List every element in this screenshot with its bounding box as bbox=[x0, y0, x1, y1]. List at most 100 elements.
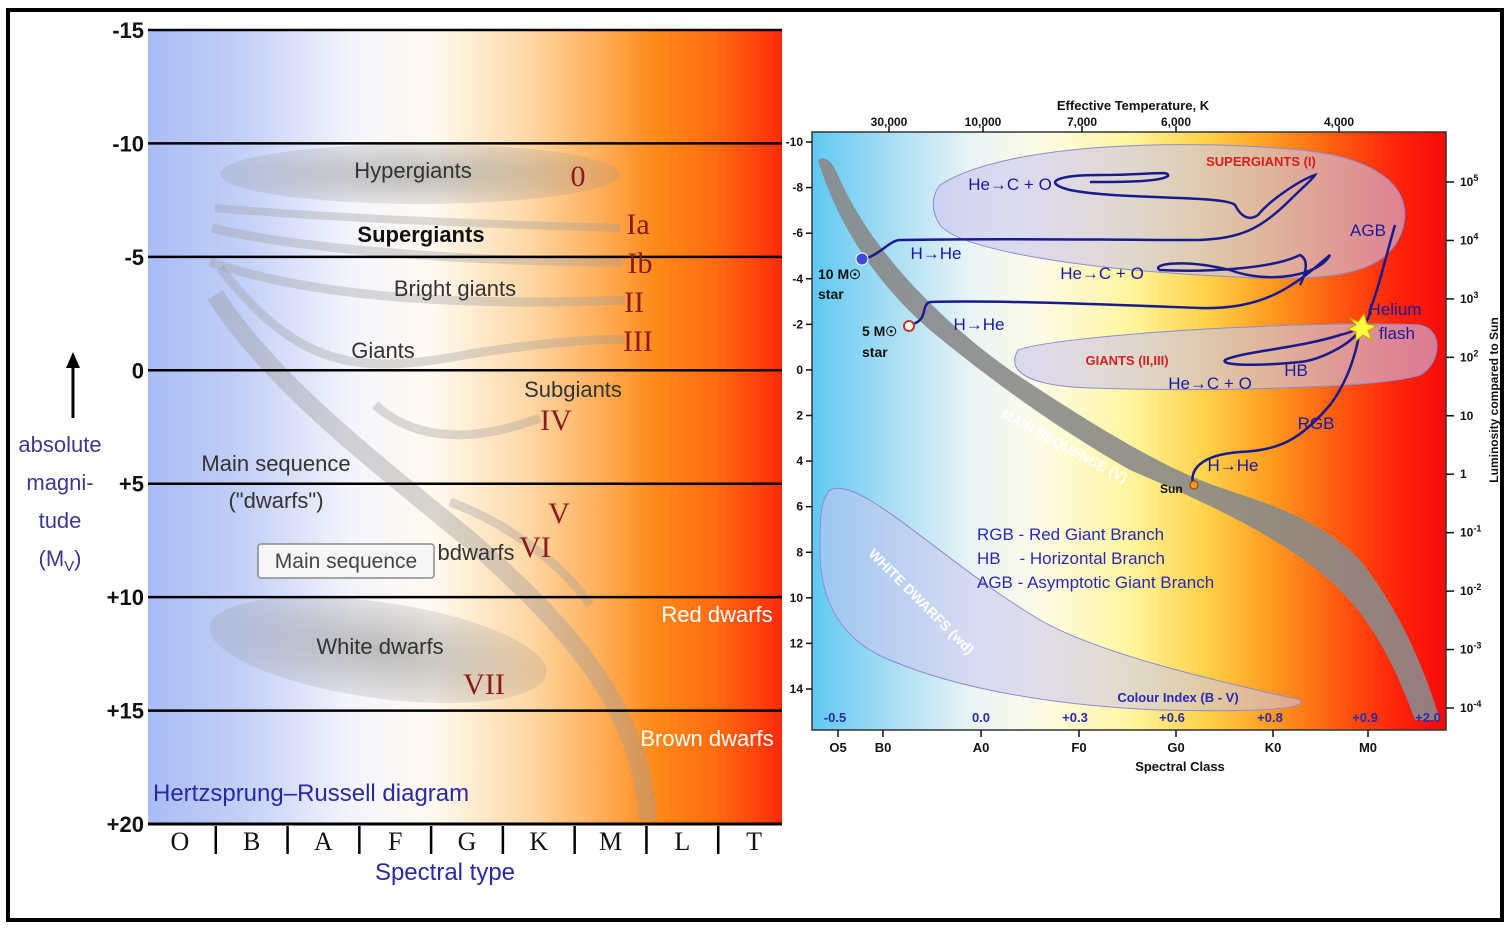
luminosity-tick-label: 10-1 bbox=[1460, 524, 1481, 540]
legend-hb: HB - Horizontal Branch bbox=[977, 549, 1165, 568]
ten-solar-mass-label: 10 M☉ bbox=[818, 266, 861, 282]
spectral-class-label: F0 bbox=[1071, 740, 1086, 755]
right-magnitude-tick-label: 4 bbox=[796, 454, 803, 468]
five-solar-mass-track bbox=[909, 253, 1332, 327]
magnitude-tick-labels: -15 -10 -5 0 +5 +10 +15 +20 bbox=[107, 18, 144, 837]
temperature-ticks: 30,000 10,000 7,000 6,000 4,000 bbox=[871, 115, 1354, 132]
ten-solar-mass-track bbox=[861, 171, 1318, 262]
right-magnitude-tick-label: 6 bbox=[796, 500, 803, 514]
ten-solar-mass-star-marker bbox=[855, 252, 869, 266]
spectral-class-ticks: O5 B0 A0 F0 G0 K0 M0 bbox=[829, 730, 1377, 755]
y-axis-label-symbol: (MV) bbox=[39, 546, 82, 575]
up-arrow-icon bbox=[66, 352, 80, 368]
class-iv-label: IV bbox=[540, 404, 572, 437]
temperature-tick-label: 7,000 bbox=[1067, 115, 1097, 129]
spectral-class-label: B0 bbox=[875, 740, 892, 755]
white-dwarfs-region bbox=[819, 487, 1302, 712]
magnitude-tick-label: -15 bbox=[112, 18, 144, 43]
evolutionary-tracks bbox=[861, 171, 1397, 485]
luminosity-tick-label: 103 bbox=[1460, 290, 1478, 306]
dwarfs-label: ("dwarfs") bbox=[228, 488, 323, 513]
temperature-tick-label: 30,000 bbox=[871, 115, 908, 129]
class-ia-label: Ia bbox=[626, 208, 649, 241]
sun-track bbox=[1191, 224, 1397, 485]
colour-index-title: Colour Index (B - V) bbox=[1117, 690, 1238, 705]
hypergiants-label: Hypergiants bbox=[354, 158, 471, 183]
luminosity-axis-label: Luminosity compared to Sun bbox=[1487, 317, 1501, 482]
giants-label: Giants bbox=[351, 338, 415, 363]
agb-label: AGB bbox=[1350, 221, 1386, 240]
sun-label: Sun bbox=[1160, 482, 1183, 496]
five-solar-mass-label: 5 M☉ bbox=[862, 323, 897, 339]
five-solar-mass-star-word: star bbox=[862, 344, 888, 360]
subgiants-band bbox=[372, 401, 542, 440]
heco-giant-label: He→C + O bbox=[1168, 374, 1252, 393]
legend-agb: AGB - Asymptotic Giant Branch bbox=[977, 573, 1214, 592]
heco-top-label: He→C + O bbox=[968, 175, 1052, 194]
y-axis-label-line-2: magni- bbox=[26, 470, 93, 495]
spectral-class-axis-title: Spectral Class bbox=[1135, 759, 1225, 774]
class-iii-label: III bbox=[623, 325, 653, 358]
right-magnitude-tick-label: 0 bbox=[796, 363, 803, 377]
luminosity-tick-label: 1 bbox=[1460, 467, 1467, 481]
class-v-label: V bbox=[548, 497, 570, 530]
spectral-class-label: G0 bbox=[1167, 740, 1184, 755]
class-ib-label: Ib bbox=[628, 247, 653, 280]
helium-flash-label-line-2: flash bbox=[1379, 324, 1415, 343]
spectral-class-label: K0 bbox=[1265, 740, 1282, 755]
bright-giants-band bbox=[208, 257, 626, 307]
subdwarfs-band bbox=[448, 497, 594, 608]
class-vii-label: VII bbox=[463, 668, 505, 701]
track-labels: He→C + O H→He He→C + O H→He AGB Helium f… bbox=[910, 175, 1421, 475]
five-solar-mass-star-marker bbox=[903, 320, 915, 332]
spectral-type-label: B bbox=[243, 827, 260, 856]
luminosity-tick-label: 105 bbox=[1460, 173, 1478, 189]
hhe-sun-label: H→He bbox=[1207, 456, 1258, 475]
luminosity-tick-label: 10 bbox=[1460, 409, 1474, 423]
magnitude-tick-label: 0 bbox=[132, 358, 144, 383]
spectral-type-label: L bbox=[674, 827, 690, 856]
hhe-10-label: H→He bbox=[910, 244, 961, 263]
giants-region bbox=[1014, 323, 1438, 390]
legend-rgb: RGB - Red Giant Branch bbox=[977, 525, 1164, 544]
hhe-5-label: H→He bbox=[953, 315, 1004, 334]
colour-index-value: +0.3 bbox=[1062, 710, 1088, 725]
spectral-type-label: T bbox=[746, 827, 762, 856]
magnitude-gridlines bbox=[148, 28, 782, 712]
class-vi-label: VI bbox=[519, 531, 551, 564]
supergiants-ib-band bbox=[210, 223, 623, 267]
white-dwarfs-label: White dwarfs bbox=[316, 634, 443, 659]
right-magnitude-tick-label: 10 bbox=[790, 591, 804, 605]
right-plot-border bbox=[811, 131, 1447, 731]
luminosity-tick-label: 10-2 bbox=[1460, 582, 1481, 598]
luminosity-tick-label: 102 bbox=[1460, 348, 1478, 364]
right-magnitude-tick-label: -4 bbox=[792, 272, 803, 286]
colour-index-value: +0.8 bbox=[1257, 710, 1283, 725]
magnitude-tick-label: +5 bbox=[119, 472, 144, 497]
subgiants-label: Subgiants bbox=[524, 377, 622, 402]
magnitude-tick-label: +15 bbox=[107, 699, 144, 724]
helium-flash-icon bbox=[1346, 312, 1378, 343]
magnitude-tick-label: +20 bbox=[107, 812, 144, 837]
white-dwarfs-band bbox=[209, 596, 547, 704]
main-sequence-tooltip: Main sequence bbox=[257, 543, 435, 579]
spectral-type-label: G bbox=[458, 827, 477, 856]
spectral-class-label: O5 bbox=[829, 740, 846, 755]
red-dwarfs-label: Red dwarfs bbox=[661, 602, 772, 627]
class-0-label: 0 bbox=[571, 160, 586, 193]
temperature-tick-label: 4,000 bbox=[1324, 115, 1354, 129]
right-magnitude-tick-label: 14 bbox=[790, 682, 804, 696]
temperature-tick-label: 10,000 bbox=[965, 115, 1002, 129]
bright-giants-label: Bright giants bbox=[394, 276, 516, 301]
colour-index-value: +0.9 bbox=[1352, 710, 1378, 725]
luminosity-tick-label: 104 bbox=[1460, 231, 1478, 247]
colour-index-values: -0.5 0.0 +0.3 +0.6 +0.8 +0.9 +2.0 bbox=[824, 710, 1441, 725]
helium-flash-label-line-1: Helium bbox=[1369, 300, 1422, 319]
spectral-type-label: K bbox=[529, 827, 548, 856]
temperature-tick-label: 6,000 bbox=[1161, 115, 1191, 129]
subdwarfs-label: bdwarfs bbox=[437, 540, 514, 565]
